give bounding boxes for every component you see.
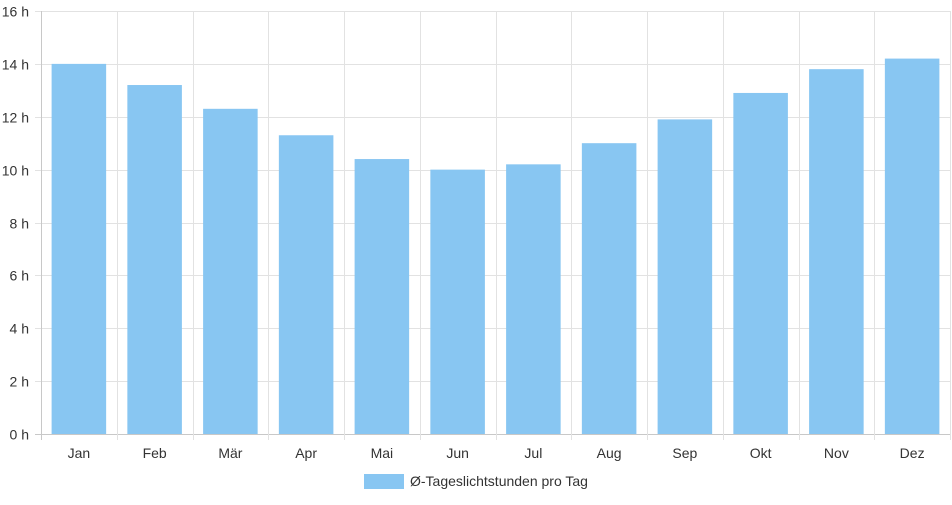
x-tick-label: Apr — [295, 445, 317, 461]
y-tick-label: 12 h — [2, 110, 29, 126]
x-tick-label: Jul — [524, 445, 542, 461]
y-tick-label: 14 h — [2, 57, 29, 73]
x-tick-label: Aug — [597, 445, 622, 461]
legend-swatch — [364, 473, 404, 489]
x-tick-label: Okt — [750, 445, 772, 461]
legend-label: Ø-Tageslichtstunden pro Tag — [410, 473, 588, 489]
axis-layer: 0 h 2 h 4 h 6 h 8 h 10 h 12 h 14 h 16 h Jan Feb Mär… — [2, 4, 925, 462]
x-tick-label: Dez — [900, 445, 925, 461]
x-tick-label: Jun — [446, 445, 469, 461]
y-tick-label: 0 h — [10, 427, 29, 443]
bar-nov[interactable] — [809, 69, 864, 434]
x-tick-label: Jan — [68, 445, 91, 461]
bar-jun[interactable] — [430, 169, 485, 434]
x-tick-label: Nov — [824, 445, 849, 461]
bar-feb[interactable] — [127, 85, 182, 435]
y-tick-label: 8 h — [10, 216, 29, 232]
x-tick-label: Mär — [218, 445, 242, 461]
bar-jan[interactable] — [51, 63, 107, 434]
y-tick-label: 16 h — [2, 4, 29, 20]
bar-mai[interactable] — [354, 159, 410, 435]
bar-dez[interactable] — [884, 58, 940, 435]
y-tick-label: 4 h — [10, 321, 29, 337]
y-tick-label: 6 h — [10, 268, 29, 284]
bar-aug[interactable] — [581, 143, 637, 434]
bar-apr[interactable] — [278, 135, 334, 434]
y-tick-label: 2 h — [10, 374, 29, 390]
x-tick-label: Mai — [371, 445, 394, 461]
x-tick-label: Sep — [672, 445, 697, 461]
legend[interactable]: Ø-Tageslichtstunden pro Tag — [364, 473, 588, 489]
bar-layer — [51, 58, 940, 435]
grid-layer — [35, 11, 951, 440]
x-tick-label: Feb — [143, 445, 167, 461]
bar-jul[interactable] — [506, 164, 561, 434]
bar-sep[interactable] — [657, 119, 713, 435]
bar-okt[interactable] — [733, 92, 788, 435]
y-tick-label: 10 h — [2, 163, 29, 179]
bar-mär[interactable] — [203, 108, 258, 434]
